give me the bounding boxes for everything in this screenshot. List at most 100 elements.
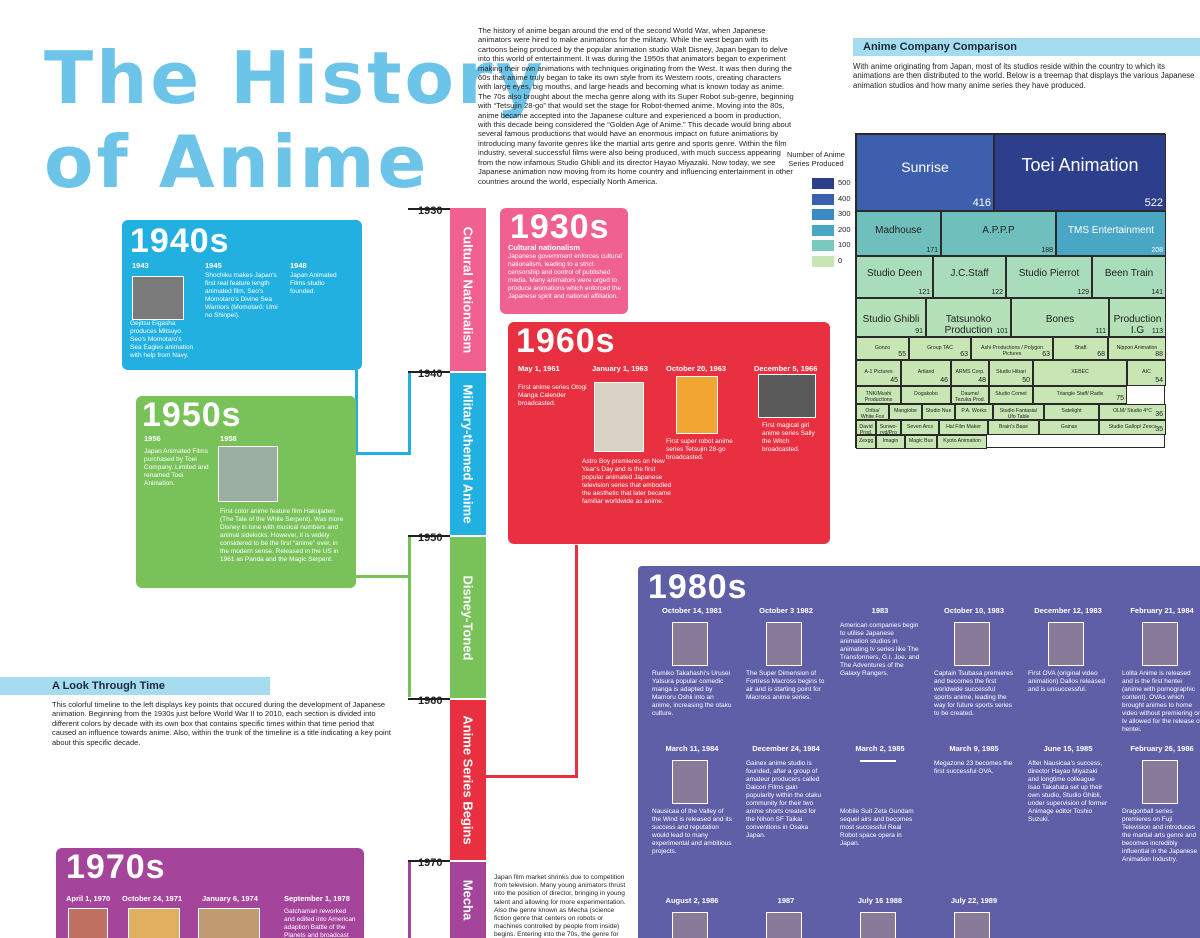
decade-title-1980s: 1980s [648, 568, 748, 606]
treemap-label: Satelight [1061, 408, 1082, 414]
tick-1930 [408, 208, 450, 210]
event-date: 1945 [205, 261, 222, 270]
treemap-label: A.P.P.P [982, 224, 1015, 236]
treemap-cell: Production I.G 113 [1109, 298, 1166, 337]
event-date: April 1, 1970 [66, 894, 111, 903]
event-date: 1956 [144, 434, 161, 443]
event-text: After Nausicaa's success, director Hayao… [1028, 760, 1108, 823]
treemap-cell: Seven Arcs [901, 420, 939, 435]
treemap-cell: J.C.Staff 122 [933, 256, 1006, 298]
treemap-label: Studio Pierrot [1018, 268, 1080, 279]
era-military-themed: Military-themed Anime [450, 373, 486, 535]
treemap-cell: Studio Gallop/ Zexcs 35 [1099, 420, 1166, 435]
event-image [198, 908, 260, 938]
treemap-cell: Imagin [876, 435, 905, 449]
decade-title-1950s: 1950s [142, 396, 242, 434]
treemap-label: Studio Fantasia/ Ufo Table [999, 408, 1038, 420]
treemap-cell: Triangle Staff/ Radix 75 [1033, 386, 1127, 404]
treemap-label: Doga­kobo [914, 391, 938, 397]
connector-1960-h [486, 775, 578, 778]
treemap-value: 171 [926, 247, 938, 254]
treemap-label: Triangle Staff/ Radix [1056, 391, 1104, 397]
event-image [672, 912, 708, 938]
event-date: February 26, 1986 [1130, 744, 1194, 753]
event-text: First color anime feature film Haku­jade… [220, 508, 344, 563]
treemap-cell: Zexgg [856, 435, 876, 449]
treemap-cell: Nippon Animation 88 [1108, 337, 1166, 360]
connector-1960-v [575, 545, 578, 778]
treemap-label: Gainax [1060, 423, 1078, 430]
event-date: October 14, 1981 [661, 606, 723, 615]
connector-1940-v [355, 370, 358, 454]
treemap-label: Sunrise [901, 158, 949, 175]
treemap-label: TMS Entertainment [1067, 224, 1155, 236]
event-date: March 9, 1985 [949, 744, 999, 753]
title-line-1: The History [44, 36, 546, 120]
legend-label: 300 [838, 209, 851, 218]
treemap-label: Gonzo [874, 344, 891, 351]
treemap-label: Bones [1045, 313, 1075, 325]
treemap-cell: Toei Animation 522 [994, 134, 1166, 211]
look-through-time-header: A Look Through Time [0, 677, 270, 695]
treemap-value: 35 [1155, 426, 1163, 433]
1970s-side-text: Japan film market shrinks due to competi… [494, 874, 626, 938]
tick-1950 [408, 535, 450, 537]
treemap-label: Ashi Productions / Polygon Pictures [981, 344, 1043, 357]
tick-1970 [408, 860, 450, 862]
event-image [766, 622, 802, 666]
event-text: First super robot anime series Tetsujin … [666, 438, 733, 461]
treemap-cell: Oriba/ White Fox [856, 404, 889, 420]
era-anime-series-begins: Anime Series Begins [450, 700, 486, 860]
treemap-value: 68 [1097, 351, 1105, 358]
treemap-label: Tatsunoko Production [944, 313, 993, 336]
treemap-value: 121 [918, 289, 930, 296]
event-image [954, 912, 990, 938]
event-date: August 2, 1986 [665, 896, 719, 905]
event-image [676, 376, 718, 434]
intro-paragraph: The history of anime began around the en… [478, 26, 794, 186]
event-text: Gainex anime studio is founded, after a … [746, 760, 822, 839]
event-heading: Cultural nationalism [508, 243, 581, 252]
event-date: 1987 [777, 896, 795, 905]
event-text: Dragonball series premieres on Fuji Tele… [1122, 808, 1198, 863]
event-image [1142, 760, 1178, 804]
connector-1950-h [356, 575, 411, 578]
treemap-label: Production I.G [1113, 313, 1162, 336]
treemap-label: Studio Ghibli [862, 313, 920, 325]
event-image [594, 382, 644, 452]
event-date: October 20, 1963 [666, 364, 727, 373]
event-date: March 11, 1984 [665, 744, 719, 753]
era-mecha: Mecha [450, 862, 486, 938]
event-text: First anime series Otogi Manga Calen­der… [518, 384, 587, 407]
legend-swatch [812, 224, 834, 236]
treemap-label: Group TAC [927, 344, 953, 351]
event-date: December 24, 1984 [752, 744, 820, 753]
event-text: Megazone 23 becomes the first successful… [934, 760, 1013, 775]
company-comparison-header: Anime Company Comparison [853, 38, 1200, 56]
treemap-value: 111 [1095, 328, 1106, 335]
treemap-value: 113 [1151, 328, 1163, 335]
event-date: October 3 1982 [759, 606, 813, 615]
treemap-value: 63 [1042, 351, 1050, 358]
year-label-1970: 1970 [418, 857, 443, 869]
treemap-value: 188 [1041, 247, 1053, 254]
legend-label: 0 [838, 255, 843, 265]
treemap-value: 88 [1155, 351, 1163, 358]
treemap-value: 75 [1116, 395, 1124, 402]
treemap-label: Studio Nue [925, 408, 952, 414]
connector-1940-h [355, 452, 410, 455]
treemap-cell: Ashi Productions / Polygon Pictures 63 [971, 337, 1053, 360]
event-date: October 10, 1983 [943, 606, 1005, 615]
decade-box-1950s: 1950s 1956 Japan Animated Films purchase… [136, 396, 356, 588]
legend-label: 400 [838, 193, 851, 203]
era-disney-toned: Disney-Toned [450, 537, 486, 698]
treemap-cell: P.A. Works [955, 404, 993, 420]
treemap-label: Seven Arcs [906, 423, 934, 430]
event-image [954, 622, 990, 666]
event-text: Japanese government enforces cultural na… [508, 253, 622, 300]
event-date: February 21, 1984 [1130, 606, 1194, 615]
event-text: Captain Tsubasa premieres and becomes th… [934, 670, 1014, 717]
treemap-cell: Studio Deen 121 [856, 256, 933, 298]
treemap-label: AIC [1142, 369, 1151, 375]
treemap-label: Imagin [882, 438, 899, 444]
